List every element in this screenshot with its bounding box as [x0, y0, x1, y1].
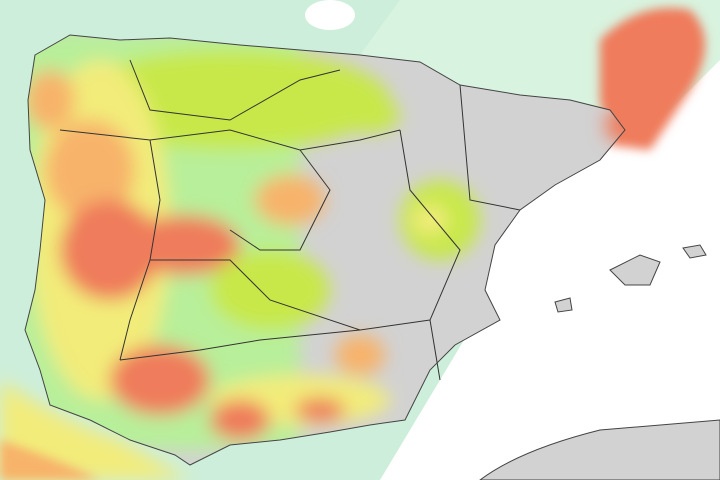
- menorca: [682, 244, 707, 259]
- cloud-gap: [305, 0, 355, 30]
- atlantic-south-orange: [0, 440, 100, 480]
- mallorca: [609, 254, 661, 286]
- ibiza: [554, 297, 573, 313]
- intensity-overlay: [25, 35, 625, 450]
- region-borders: [59, 59, 521, 381]
- north-africa: [479, 419, 720, 480]
- france-high-area: [600, 8, 705, 150]
- atlantic-south-yellow: [0, 380, 190, 480]
